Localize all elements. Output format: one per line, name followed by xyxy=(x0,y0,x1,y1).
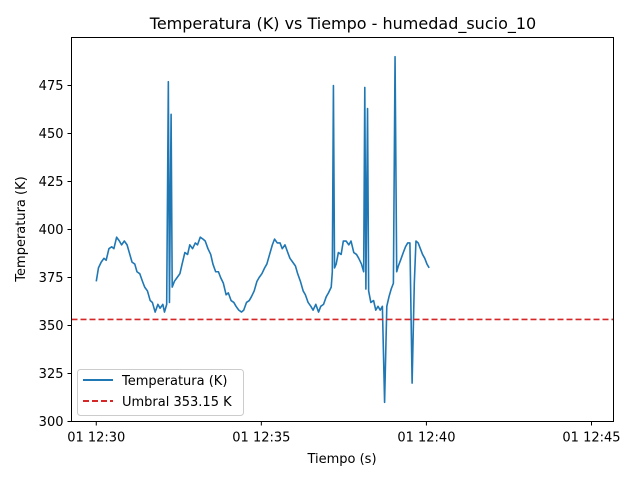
chart-title: Temperatura (K) vs Tiempo - humedad_suci… xyxy=(149,14,536,34)
x-axis-label: Tiempo (s) xyxy=(306,452,376,467)
series-line-temperatura xyxy=(95,55,430,404)
x-tick-label: 01 12:30 xyxy=(67,431,125,446)
y-tick-label: 400 xyxy=(39,223,64,238)
y-tick-label: 300 xyxy=(39,415,64,430)
y-tick-label: 325 xyxy=(39,367,64,382)
y-axis-label: Temperatura (K) xyxy=(14,176,29,282)
series-layer xyxy=(71,55,614,404)
legend-label-temperatura: Temperatura (K) xyxy=(121,374,227,389)
x-tick-label: 01 12:40 xyxy=(397,431,455,446)
legend-label-umbral: Umbral 353.15 K xyxy=(122,395,232,410)
y-tick-label: 475 xyxy=(39,79,64,94)
plot-frame xyxy=(71,37,614,422)
x-axis: 01 12:30 01 12:35 01 12:40 01 12:45 xyxy=(67,421,621,446)
y-axis: 300 325 350 375 400 425 450 475 xyxy=(39,79,72,430)
legend: Temperatura (K) Umbral 353.15 K xyxy=(77,369,244,416)
y-tick-label: 450 xyxy=(39,127,64,142)
plot-area xyxy=(71,37,614,422)
y-tick-label: 350 xyxy=(39,319,64,334)
x-tick-label: 01 12:45 xyxy=(562,431,620,446)
legend-box xyxy=(77,369,244,416)
x-tick-label: 01 12:35 xyxy=(232,431,290,446)
y-tick-label: 375 xyxy=(39,271,64,286)
y-tick-label: 425 xyxy=(39,175,64,190)
